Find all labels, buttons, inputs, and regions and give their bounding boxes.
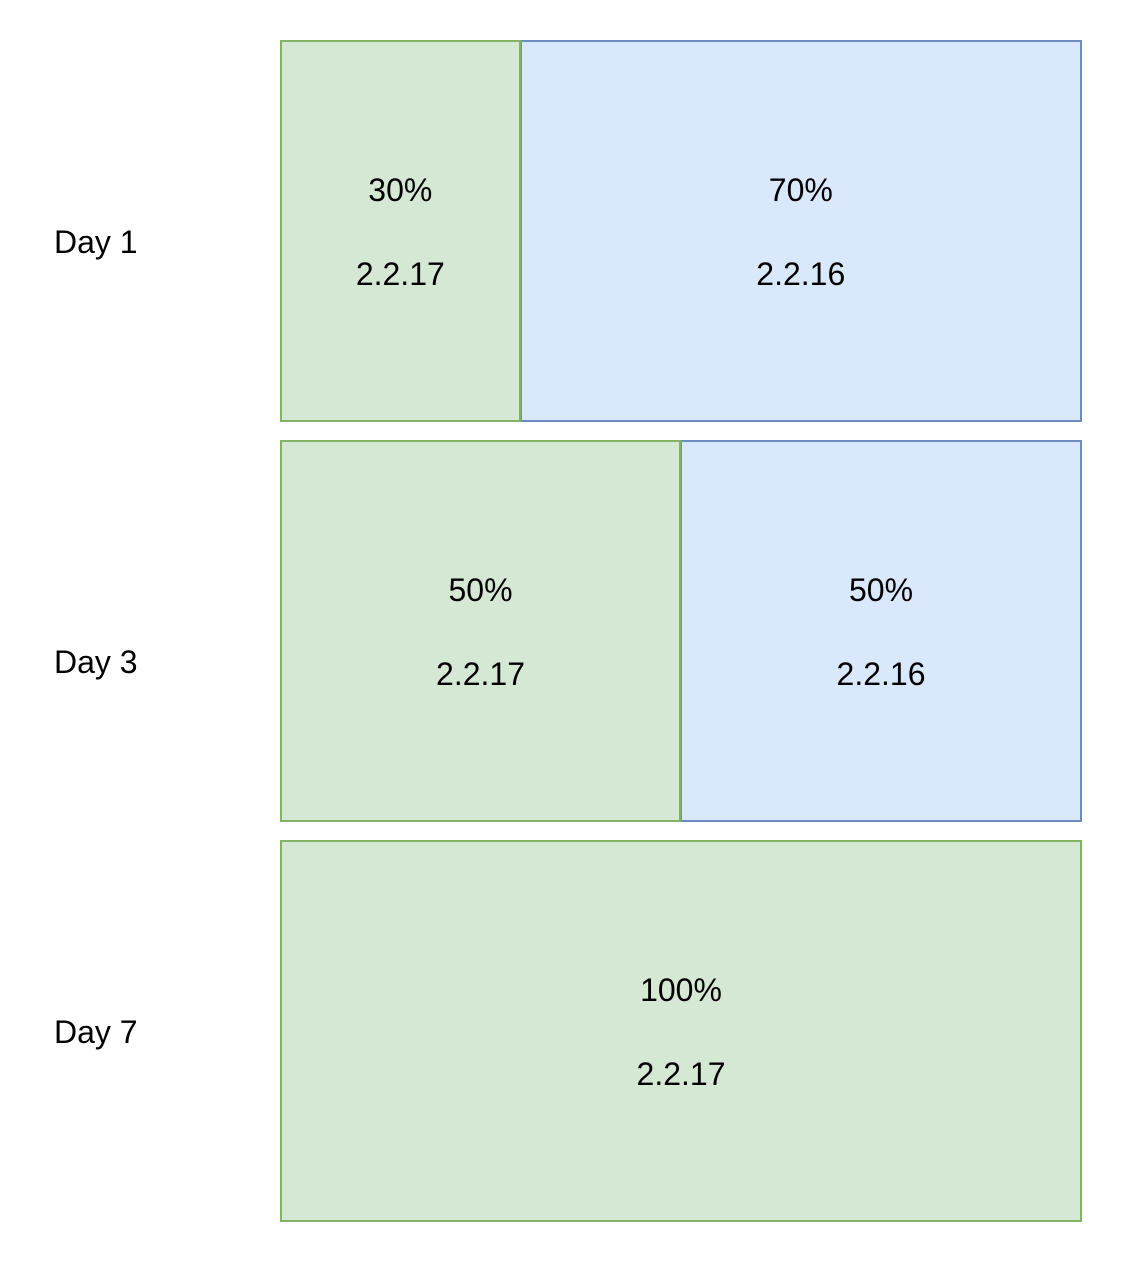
day-label: Day 1 <box>54 224 138 260</box>
segment-percent: 50% <box>448 572 513 608</box>
rollout-bar: 100% 2.2.17 <box>280 840 1082 1222</box>
segment-version-2-2-17: 50% 2.2.17 <box>280 440 681 822</box>
rollout-row-day-1: Day 1 30% 2.2.17 70% 2.2.16 <box>0 40 1122 422</box>
day-label: Day 3 <box>54 644 138 680</box>
segment-version-2-2-16: 50% 2.2.16 <box>681 440 1082 822</box>
segment-version: 2.2.17 <box>636 1056 726 1092</box>
segment-version: 2.2.16 <box>836 656 926 692</box>
segment-version: 2.2.17 <box>355 256 445 292</box>
segment-version-2-2-17: 30% 2.2.17 <box>280 40 521 422</box>
segment-percent: 50% <box>848 572 914 608</box>
segment-version: 2.2.16 <box>756 256 846 292</box>
rollout-row-day-7: Day 7 100% 2.2.17 <box>0 840 1122 1222</box>
rollout-bar: 30% 2.2.17 70% 2.2.16 <box>280 40 1082 422</box>
segment-version-2-2-17: 100% 2.2.17 <box>280 840 1082 1222</box>
rollout-bar: 50% 2.2.17 50% 2.2.16 <box>280 440 1082 822</box>
segment-version-2-2-16: 70% 2.2.16 <box>520 40 1082 422</box>
segment-percent: 70% <box>768 172 833 208</box>
day-label: Day 7 <box>54 1014 138 1050</box>
segment-version: 2.2.17 <box>436 656 525 692</box>
segment-percent: 100% <box>640 972 722 1008</box>
segment-percent: 30% <box>368 172 433 208</box>
rollout-row-day-3: Day 3 50% 2.2.17 50% 2.2.16 <box>0 440 1122 822</box>
